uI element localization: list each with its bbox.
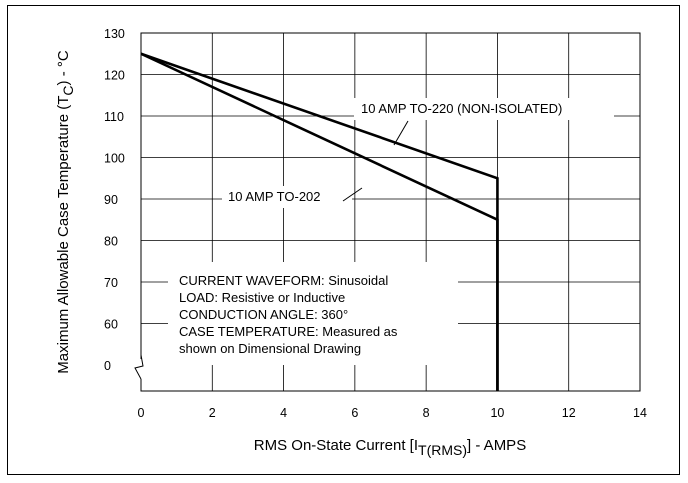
x-tick-label: 2 [209,406,216,420]
x-tick-label: 6 [351,406,358,420]
y-tick-labels: 0 60 70 80 90 100 110 120 130 [104,27,125,373]
x-tick-label: 8 [423,406,430,420]
series-lines [140,52,499,391]
axis-break-icon [134,354,144,380]
leader-line-to220 [393,120,409,146]
conditions-notes: CURRENT WAVEFORM: Sinusoidal LOAD: Resist… [179,273,398,356]
x-axis-title: RMS On-State Current [IT(RMS)] - AMPS [254,437,526,458]
y-tick-label: 130 [104,27,125,41]
series-line-1 [140,52,499,391]
legend-box-to220 [354,98,614,120]
x-tick-label: 4 [280,406,287,420]
annotation-line: shown on Dimensional Drawing [179,341,361,356]
x-tick-label: 14 [633,406,647,420]
series-label-to202: 10 AMP TO-202 [228,189,321,204]
annotation-line: CONDUCTION ANGLE: 360° [179,307,348,322]
leader-line-to202 [342,187,363,202]
annotation-line: LOAD: Resistive or Inductive [179,290,345,305]
y-tick-label: 90 [104,193,118,207]
x-tick-label: 10 [490,406,504,420]
y-tick-label: 110 [104,110,124,124]
y-tick-label: 60 [104,318,118,332]
x-tick-label: 0 [138,406,145,420]
x-tick-label: 12 [562,406,576,420]
annotation-line: CURRENT WAVEFORM: Sinusoidal [179,273,388,288]
x-tick-labels: 0 2 4 6 8 10 12 14 [138,406,647,420]
conditions-box [168,262,458,365]
y-tick-label: 0 [104,359,111,373]
legend-box-to202 [222,186,352,208]
y-tick-label: 100 [104,152,125,166]
figure-frame [7,5,680,475]
y-tick-label: 80 [104,235,118,249]
y-tick-label: 70 [104,276,118,290]
series-label-to220: 10 AMP TO-220 (NON-ISOLATED) [361,101,562,116]
y-tick-label: 120 [104,69,125,83]
axis-break-mask [136,359,146,379]
annotation-line: CASE TEMPERATURE: Measured as [179,324,398,339]
y-axis-title: Maximum Allowable Case Temperature (TC) … [55,50,76,374]
